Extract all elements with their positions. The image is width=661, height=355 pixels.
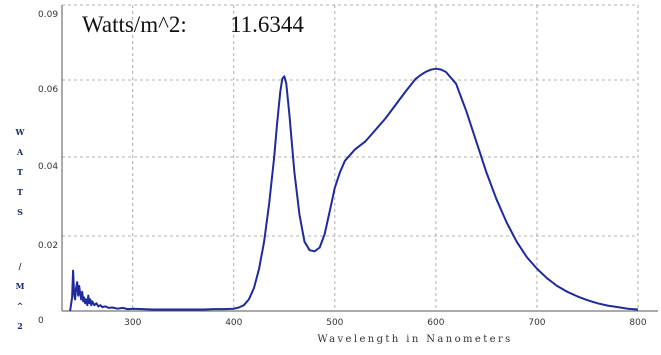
y-axis-label-char-1: A [16, 147, 24, 157]
y-axis-label-char-4: S [17, 207, 23, 217]
y-axis-label-char-3: T [17, 187, 23, 197]
x-axis-label: Wavelength in Nanometers [317, 334, 512, 345]
y-tick-label-0.02: 0.02 [38, 241, 58, 251]
y-axis-label-char-8: ^ [17, 301, 24, 311]
y-axis-label-char-2: T [17, 167, 23, 177]
y-axis-label-char-6: / [19, 261, 22, 271]
y-axis-label-char-9: 2 [17, 321, 23, 331]
spectrum-series-line-0 [69, 67, 639, 312]
x-tick-label-800: 800 [629, 318, 646, 328]
x-tick-label-300: 300 [124, 318, 141, 328]
x-tick-label-600: 600 [427, 318, 444, 328]
y-tick-label-0.04: 0.04 [38, 162, 58, 172]
y-tick-label-0: 0 [38, 316, 44, 326]
series-layer [69, 67, 639, 312]
x-tick-label-400: 400 [225, 318, 242, 328]
grid-layer [62, 4, 639, 311]
y-axis-label-char-0: W [15, 127, 26, 137]
y-axis-label-char-7: M [16, 281, 25, 291]
x-tick-label-700: 700 [528, 318, 545, 328]
y-tick-label-0.06: 0.06 [38, 85, 58, 95]
y-tick-label-0.09: 0.09 [38, 10, 58, 20]
axis-layer [61, 5, 658, 312]
irradiance-readout-label: Watts/m^2: [82, 12, 187, 37]
x-tick-label-500: 500 [326, 318, 343, 328]
tick-labels: 300 400 500 600 700 800 0 0.02 0.04 0.06 0.09 [38, 10, 647, 328]
irradiance-readout-value: 11.6344 [230, 12, 304, 37]
